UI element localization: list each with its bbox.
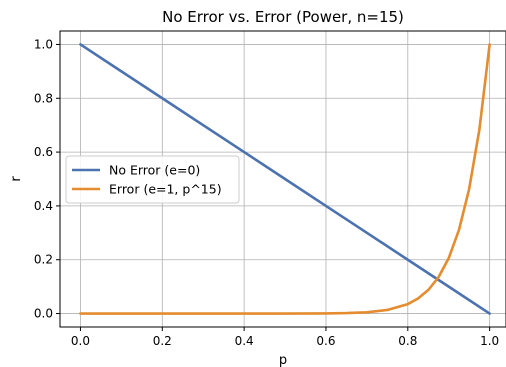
x-tick-label-3: 0.6 (316, 334, 335, 348)
legend-box (65, 155, 240, 204)
x-tick-label-2: 0.4 (235, 334, 254, 348)
legend: No Error (e=0) Error (e=1, p^15) (65, 155, 240, 204)
y-tick-label-4: 0.8 (34, 91, 53, 105)
y-tick-label-1: 0.2 (34, 253, 53, 267)
y-axis: 0.0 0.2 0.4 0.6 0.8 1.0 (34, 37, 60, 321)
x-tick-label-0: 0.0 (71, 334, 90, 348)
y-tick-label-2: 0.4 (34, 199, 53, 213)
x-axis-label: p (279, 353, 287, 367)
y-tick-label-5: 1.0 (34, 37, 53, 51)
series-line-1 (79, 43, 491, 315)
y-tick-label-3: 0.6 (34, 145, 53, 159)
plot-area (59, 30, 506, 328)
chart-title: No Error vs. Error (Power, n=15) (162, 8, 404, 26)
y-tick-label-0: 0.0 (34, 307, 53, 321)
x-tick-label-4: 0.8 (398, 334, 417, 348)
legend-label-0: No Error (e=0) (109, 163, 200, 178)
series-layer (79, 43, 491, 315)
x-tick-label-1: 0.2 (153, 334, 172, 348)
legend-label-1: Error (e=1, p^15) (109, 182, 222, 197)
y-axis-label: r (9, 176, 24, 182)
x-tick-label-5: 1.0 (480, 334, 499, 348)
series-line-0 (79, 43, 491, 315)
x-axis: 0.0 0.2 0.4 0.6 0.8 1.0 (71, 327, 499, 348)
